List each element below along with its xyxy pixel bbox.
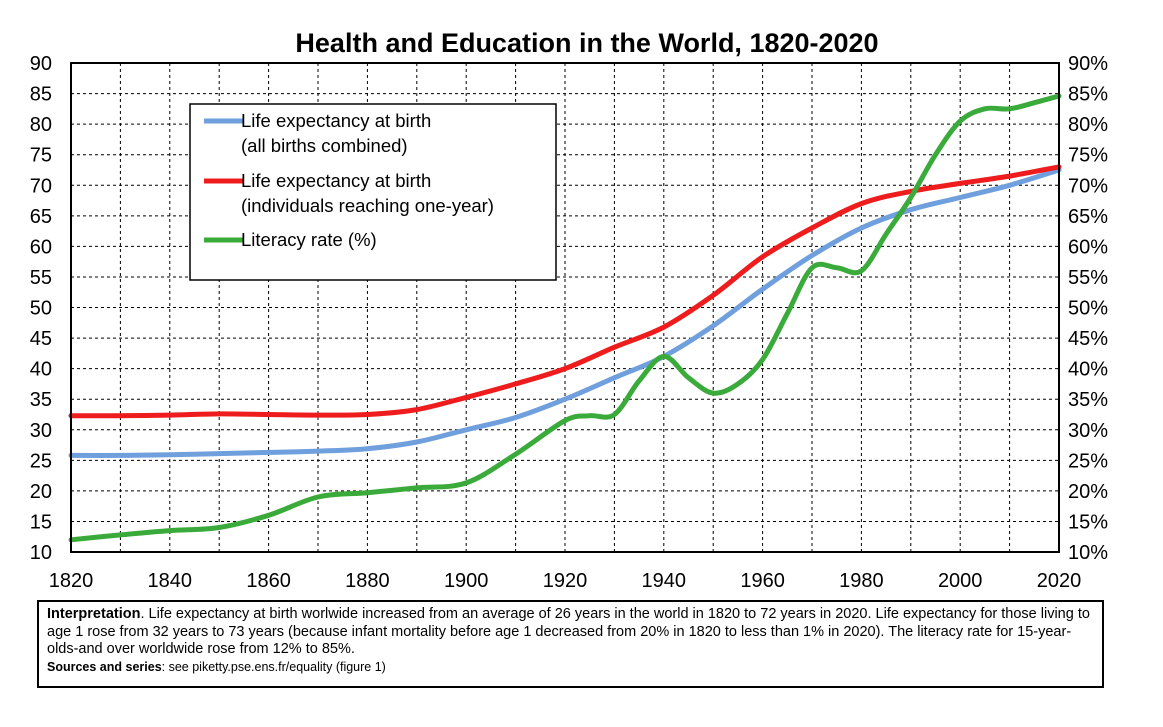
y-left-tick-label: 25 (30, 450, 52, 472)
y-left-tick-label: 70 (30, 175, 52, 197)
y-right-tick-label: 10% (1068, 542, 1108, 564)
y-left-tick-label: 15 (30, 511, 52, 533)
y-right-tick-label: 30% (1068, 420, 1108, 442)
x-tick-labels: 1820 1840 1860 1880 1900 1920 1940 1960 1980 2000… (49, 570, 1082, 592)
y-right-tick-label: 80% (1068, 114, 1108, 136)
y-right-tick-labels: 10% 15% 20% 25% 30% 35% 40% 45% 50% 55% 60% 65% 70% 7… (1068, 53, 1108, 564)
y-right-tick-label: 25% (1068, 450, 1108, 472)
y-right-tick-label: 85% (1068, 84, 1108, 106)
interpretation-note: Interpretation. Life expectancy at birth… (37, 600, 1104, 688)
y-right-tick-label: 40% (1068, 359, 1108, 381)
y-left-tick-label: 65 (30, 206, 52, 228)
y-right-tick-label: 15% (1068, 511, 1108, 533)
y-left-tick-label: 90 (30, 53, 52, 75)
y-right-tick-label: 90% (1068, 53, 1108, 75)
y-left-tick-label: 80 (30, 114, 52, 136)
series-line-life-expectancy-one-year (68, 164, 1062, 419)
y-right-tick-label: 55% (1068, 267, 1108, 289)
y-left-tick-label: 20 (30, 481, 52, 503)
y-right-tick-label: 70% (1068, 175, 1108, 197)
legend-label-literacy: Literacy rate (%) (241, 229, 377, 250)
sources-label: Sources and series (47, 659, 162, 674)
x-tick-label: 2020 (1037, 570, 1082, 592)
x-tick-label: 1880 (345, 570, 390, 592)
x-tick-label: 1900 (444, 570, 489, 592)
y-left-tick-label: 35 (30, 389, 52, 411)
sources-text: : see piketty.pse.ens.fr/equality (figur… (161, 659, 386, 674)
interpretation-text: . Life expectancy at birth worlwide incr… (47, 606, 1090, 657)
legend-box (189, 103, 557, 281)
x-tick-label: 1820 (49, 570, 94, 592)
x-tick-label: 1860 (246, 570, 291, 592)
series-line-literacy-rate (68, 93, 1062, 543)
y-left-tick-label: 75 (30, 145, 52, 167)
y-left-tick-label: 85 (30, 84, 52, 106)
x-tick-label: 1940 (642, 570, 687, 592)
legend-label-life-all-sub: (all births combined) (241, 135, 408, 156)
legend-label-life-all: Life expectancy at birth (241, 110, 431, 131)
y-left-tick-label: 40 (30, 359, 52, 381)
x-tick-label: 1840 (148, 570, 193, 592)
legend-label-life-oneyear-sub: (individuals reaching one-year) (241, 195, 494, 216)
series-layer (68, 93, 1062, 543)
series-line-life-expectancy-all (68, 167, 1062, 458)
y-right-tick-label: 65% (1068, 206, 1108, 228)
interpretation-label: Interpretation (47, 606, 141, 622)
y-left-tick-label: 60 (30, 236, 52, 258)
chart: Health and Education in the World, 1820-… (30, 28, 1108, 592)
y-left-tick-label: 10 (30, 542, 52, 564)
y-right-tick-label: 35% (1068, 389, 1108, 411)
y-left-tick-label: 50 (30, 298, 52, 320)
legend: Life expectancy at birth (all births com… (189, 103, 557, 281)
x-tick-label: 2000 (938, 570, 983, 592)
chart-title: Health and Education in the World, 1820-… (295, 28, 878, 58)
legend-label-life-oneyear: Life expectancy at birth (241, 170, 431, 191)
x-tick-label: 1920 (543, 570, 588, 592)
y-left-tick-labels: 10 15 20 25 30 35 40 45 50 55 60 65 70 75 80 85 90 (30, 53, 52, 564)
x-tick-label: 1960 (740, 570, 785, 592)
y-right-tick-label: 45% (1068, 328, 1108, 350)
x-tick-label: 1980 (839, 570, 884, 592)
y-left-tick-label: 45 (30, 328, 52, 350)
plot-frame (70, 62, 1060, 553)
y-right-tick-label: 75% (1068, 145, 1108, 167)
y-left-tick-label: 30 (30, 420, 52, 442)
y-right-tick-label: 20% (1068, 481, 1108, 503)
y-right-tick-label: 50% (1068, 298, 1108, 320)
y-left-tick-label: 55 (30, 267, 52, 289)
y-right-tick-label: 60% (1068, 236, 1108, 258)
